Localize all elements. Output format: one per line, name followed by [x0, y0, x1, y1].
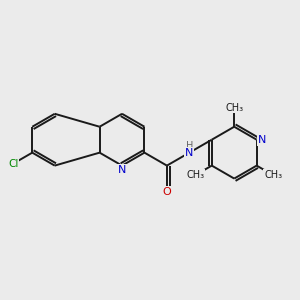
Text: N: N: [258, 135, 267, 145]
Text: N: N: [185, 148, 194, 158]
Text: CH₃: CH₃: [264, 170, 282, 180]
Text: CH₃: CH₃: [186, 170, 204, 180]
Text: N: N: [118, 165, 126, 175]
Text: O: O: [163, 187, 171, 196]
Text: Cl: Cl: [8, 159, 18, 169]
Text: CH₃: CH₃: [225, 103, 243, 112]
Text: H: H: [186, 141, 193, 151]
